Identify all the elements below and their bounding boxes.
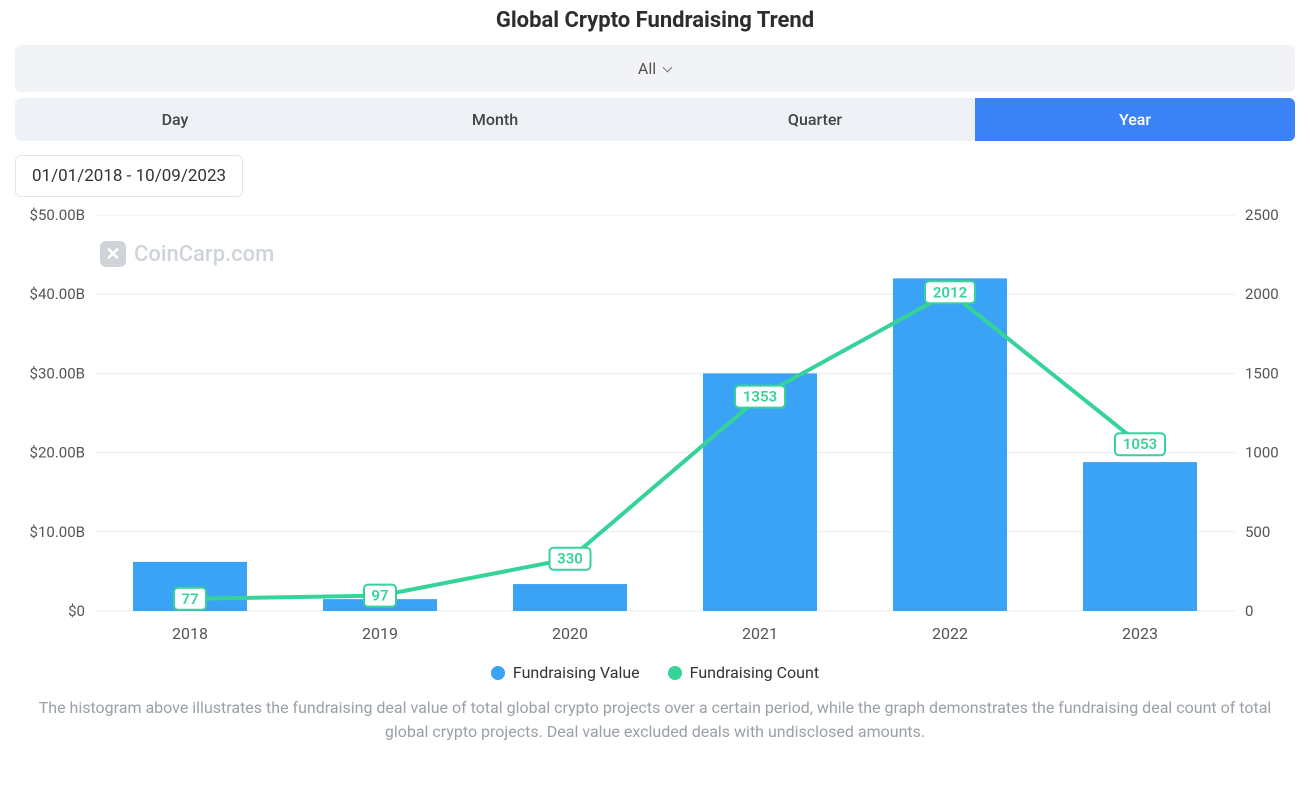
- chevron-down-icon: [662, 64, 672, 74]
- svg-text:2021: 2021: [742, 624, 778, 643]
- bar: [893, 278, 1007, 611]
- svg-text:$50.00B: $50.00B: [30, 206, 85, 224]
- svg-text:2023: 2023: [1122, 624, 1158, 643]
- filter-dropdown[interactable]: All: [15, 45, 1295, 92]
- svg-text:2018: 2018: [172, 624, 208, 643]
- svg-text:2000: 2000: [1245, 285, 1279, 303]
- bar: [513, 584, 627, 611]
- tab-year[interactable]: Year: [975, 98, 1295, 141]
- svg-text:$40.00B: $40.00B: [30, 285, 85, 303]
- tab-quarter[interactable]: Quarter: [655, 98, 975, 141]
- legend-label-bar: Fundraising Value: [513, 663, 640, 682]
- fundraising-chart: ✕ CoinCarp.com $0$10.00B$20.00B$30.00B$4…: [15, 201, 1295, 661]
- bar: [703, 373, 817, 611]
- line-label: 77: [181, 590, 198, 608]
- svg-text:1500: 1500: [1245, 364, 1279, 382]
- svg-text:$30.00B: $30.00B: [30, 364, 85, 382]
- svg-text:2500: 2500: [1245, 206, 1279, 224]
- filter-selected-label: All: [638, 59, 656, 78]
- svg-text:$0: $0: [68, 602, 85, 620]
- chart-caption: The histogram above illustrates the fund…: [15, 696, 1295, 744]
- chart-legend: Fundraising Value Fundraising Count: [15, 663, 1295, 682]
- tab-month[interactable]: Month: [335, 98, 655, 141]
- bar: [1083, 462, 1197, 611]
- svg-text:0: 0: [1245, 602, 1253, 620]
- legend-dot-icon: [491, 666, 505, 680]
- legend-item-line: Fundraising Count: [668, 663, 819, 682]
- legend-label-line: Fundraising Count: [690, 663, 819, 682]
- line-label: 1053: [1123, 435, 1157, 453]
- line-label: 330: [557, 550, 583, 568]
- line-label: 97: [371, 587, 388, 605]
- page-title: Global Crypto Fundraising Trend: [15, 0, 1295, 45]
- svg-text:2019: 2019: [362, 624, 398, 643]
- svg-text:1000: 1000: [1245, 444, 1279, 462]
- line-label: 2012: [933, 283, 967, 301]
- chart-svg: $0 $10.00B $20.00B $30.00B $40.00B $50.00B 0 50…: [15, 201, 1295, 661]
- tab-day[interactable]: Day: [15, 98, 335, 141]
- svg-text:2020: 2020: [552, 624, 588, 643]
- line-label: 1353: [743, 388, 777, 406]
- time-tabs: DayMonthQuarterYear: [15, 98, 1295, 141]
- svg-text:500: 500: [1245, 523, 1270, 541]
- svg-text:$10.00B: $10.00B: [30, 523, 85, 541]
- svg-text:2022: 2022: [932, 624, 968, 643]
- legend-item-bar: Fundraising Value: [491, 663, 640, 682]
- legend-dot-icon: [668, 666, 682, 680]
- date-range-picker[interactable]: 01/01/2018 - 10/09/2023: [15, 155, 243, 197]
- svg-text:$20.00B: $20.00B: [30, 444, 85, 462]
